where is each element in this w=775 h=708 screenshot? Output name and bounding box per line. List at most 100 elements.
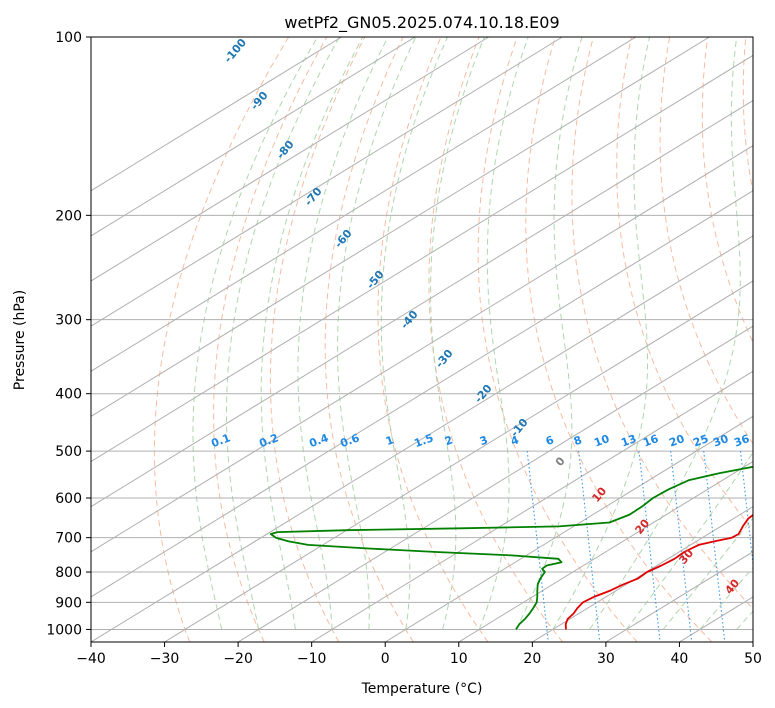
mixing-ratio-line	[670, 451, 693, 642]
dry-adiabat-label: -70	[302, 185, 325, 209]
x-tick-label: −30	[150, 651, 180, 667]
x-tick-label: 20	[523, 651, 541, 667]
dry-adiabat-label: 0	[553, 454, 568, 468]
y-axis: 100 200 300 400 500 600 700 800 900 1000	[46, 30, 91, 638]
profile-line	[564, 513, 753, 630]
moist-adiabat	[337, 37, 417, 630]
x-tick-label: 30	[597, 651, 615, 667]
mixing-ratio-line	[703, 451, 726, 642]
moist-adiabat	[515, 37, 583, 630]
dry-adiabat	[659, 37, 753, 445]
y-tick-label: 700	[55, 531, 82, 547]
dry-adiabat	[213, 37, 328, 642]
mixing-ratio-label: 16	[641, 432, 660, 450]
dry-adiabat	[616, 37, 753, 531]
background-lines	[91, 37, 775, 642]
mixing-ratio-label: 0.1	[209, 431, 232, 450]
mixing-ratio-label: 1	[384, 433, 396, 448]
y-tick-label: 500	[55, 444, 82, 460]
moist-adiabat	[662, 517, 753, 630]
mixing-ratio-label: 0.2	[257, 431, 280, 450]
y-tick-label: 200	[55, 208, 82, 224]
isotherm-line	[458, 460, 753, 642]
mixing-ratio-label: 2	[443, 433, 455, 448]
y-tick-label: 400	[55, 387, 82, 403]
isotherm-line	[311, 370, 753, 642]
isotherm-line	[91, 37, 710, 417]
moist-adiabat	[430, 37, 485, 630]
mixing-ratio-label: 13	[619, 432, 638, 449]
x-tick-label: −10	[297, 651, 327, 667]
moist-adiabat	[699, 566, 753, 630]
dry-adiabat-label: -40	[398, 308, 421, 332]
y-tick-label: 900	[55, 595, 82, 611]
x-tick-label: 40	[671, 651, 689, 667]
mixing-ratio-line	[638, 451, 661, 642]
dry-adiabat	[153, 37, 290, 642]
isotherm-line	[164, 280, 753, 642]
dry-adiabat	[477, 37, 638, 642]
dry-adiabat	[571, 37, 753, 610]
moist-adiabat	[192, 37, 318, 630]
isotherm-line	[91, 37, 342, 192]
isotherm-line	[752, 641, 753, 642]
isotherm-line	[237, 325, 753, 642]
dry-adiabat	[701, 37, 753, 344]
moist-adiabat	[226, 37, 340, 630]
dry-adiabat-label: 10	[589, 484, 609, 504]
mixing-ratio-label: 6	[544, 433, 556, 448]
moist-adiabat	[297, 37, 389, 630]
mixing-ratio-label: 4	[509, 433, 521, 448]
y-tick-label: 1000	[46, 622, 82, 638]
mixing-ratio-label: 0.6	[338, 431, 361, 450]
x-tick-label: −20	[223, 651, 253, 667]
dry-adiabat	[269, 37, 366, 642]
plot-frame	[90, 36, 754, 643]
mixing-ratio-label: 30	[711, 432, 730, 450]
mixing-ratio-label: 25	[691, 432, 710, 449]
mixing-ratio-label: 36	[732, 432, 751, 450]
x-tick-label: 50	[744, 651, 762, 667]
mixing-ratio-line	[766, 451, 775, 642]
dry-adiabat	[428, 37, 563, 642]
isotherm-line	[91, 37, 563, 327]
isotherm-line	[679, 596, 753, 642]
x-axis: −40 −30 −20 −10 0 10 20 30 40 50	[76, 642, 762, 667]
mixing-ratio-label: 1.5	[412, 431, 435, 450]
x-axis-title: Temperature (°C)	[361, 681, 483, 697]
y-axis-title: Pressure (hPa)	[12, 290, 28, 390]
mixing-ratio-label: 10	[592, 432, 611, 450]
x-tick-label: 0	[381, 651, 390, 667]
dry-adiabat	[525, 37, 713, 642]
x-tick-label: −40	[76, 651, 106, 667]
isotherm-line	[532, 506, 753, 642]
y-tick-label: 800	[55, 565, 82, 581]
moist-adiabat	[478, 37, 529, 630]
dry-adiabat-label: -20	[472, 382, 495, 406]
isotherm-line	[91, 37, 416, 237]
dry-adiabat-label: -100	[221, 36, 249, 66]
moist-adiabat	[626, 451, 753, 630]
y-tick-label: 300	[55, 313, 82, 329]
mixing-ratio-line	[739, 451, 753, 570]
dry-adiabat	[377, 37, 489, 642]
isotherm-line	[91, 54, 753, 463]
chart-title: wetPf2_GN05.2025.074.10.18.E09	[284, 13, 559, 33]
dry-adiabat-label: -30	[433, 347, 456, 371]
moist-adiabat	[260, 37, 364, 630]
mixing-ratio-label: 20	[667, 432, 686, 450]
isotherm-line	[384, 415, 753, 642]
y-tick-label: 100	[55, 30, 82, 46]
mixing-ratio-label: 8	[572, 433, 584, 448]
dry-adiabat	[742, 37, 753, 195]
profile-lines	[269, 465, 753, 630]
dry-adiabat	[324, 37, 414, 642]
isotherm-line	[91, 190, 753, 598]
isotherm-line	[91, 37, 637, 372]
profile-line	[269, 465, 753, 630]
dry-adiabat-label: -80	[274, 138, 297, 162]
mixing-ratio-line	[526, 451, 549, 642]
moist-adiabat	[552, 37, 650, 630]
mixing-ratio-label: 3	[478, 433, 490, 448]
